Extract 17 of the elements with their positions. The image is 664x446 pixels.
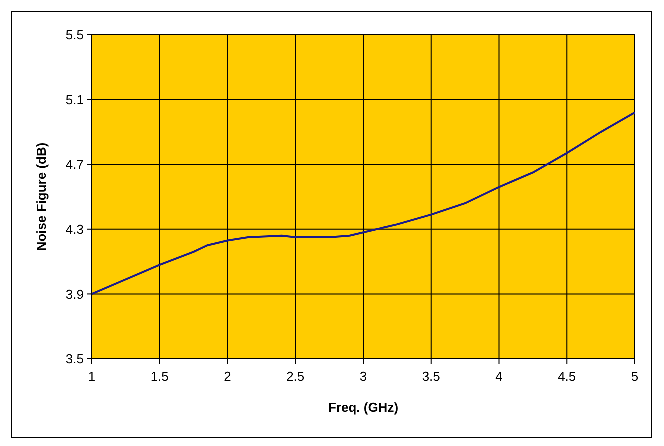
y-tick-label: 4.3 — [66, 222, 84, 237]
x-tick-label: 1 — [88, 369, 96, 384]
y-tick-label: 3.5 — [66, 352, 84, 367]
y-tick-label: 5.5 — [66, 28, 84, 43]
x-tick-label: 5 — [631, 369, 639, 384]
y-axis-title: Noise Figure (dB) — [34, 142, 49, 252]
y-tick-label: 4.7 — [66, 157, 84, 172]
y-tick-label: 5.1 — [66, 92, 84, 108]
x-axis-title: Freq. (GHz) — [328, 400, 399, 415]
x-tick-label: 3.5 — [422, 369, 440, 384]
x-tick-label: 4.5 — [558, 369, 576, 384]
x-tick-label: 2 — [224, 369, 232, 384]
x-tick-label: 3 — [360, 369, 368, 384]
y-tick-label: 3.9 — [66, 286, 84, 302]
x-tick-label: 4 — [496, 369, 503, 384]
x-tick-label: 2.5 — [286, 369, 305, 384]
x-tick-label: 1.5 — [150, 369, 169, 384]
